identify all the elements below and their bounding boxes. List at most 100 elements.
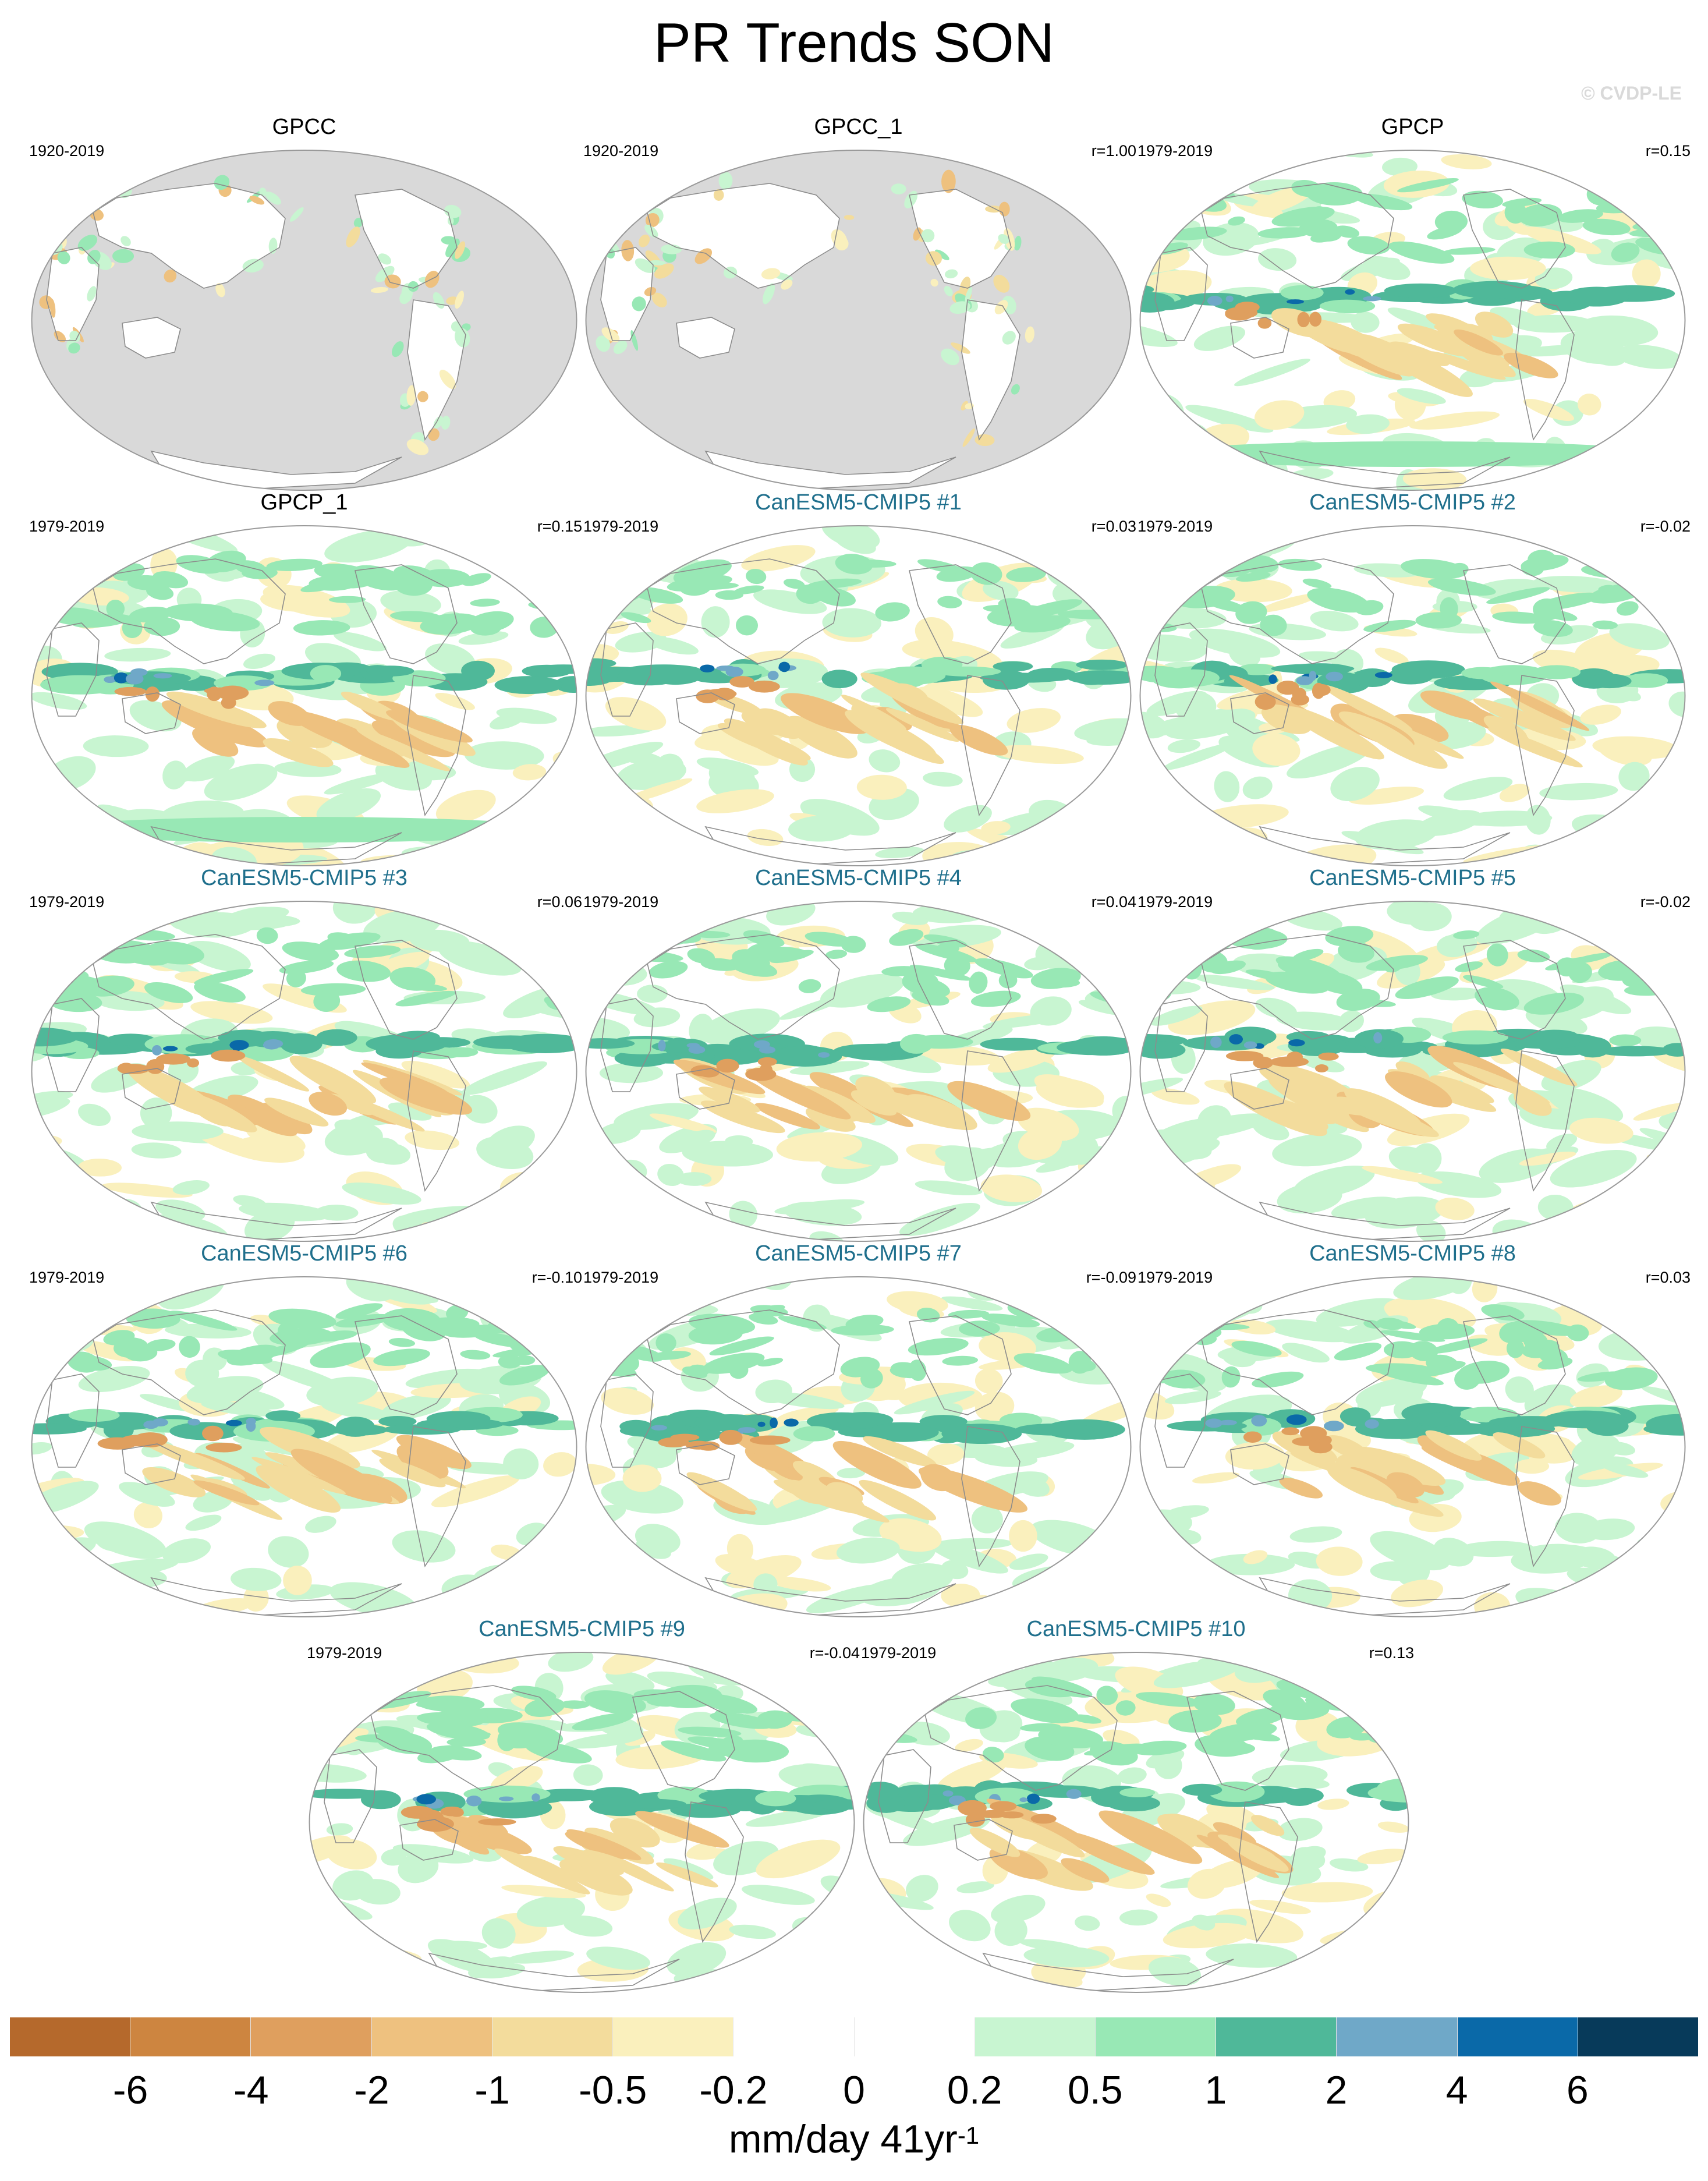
colorbar-tick: -1 (474, 2068, 510, 2112)
panel-correlation: r=0.13 (1369, 1644, 1414, 1662)
panel-title: CanESM5-CMIP5 #2 (1309, 490, 1516, 515)
trend-map (31, 150, 577, 491)
map-panel: GPCC 1920-2019 (26, 115, 582, 495)
colorbar-segment (1578, 2017, 1699, 2056)
colorbar-tick: -4 (233, 2068, 269, 2112)
panel-correlation: r=0.03 (1645, 1269, 1691, 1286)
trend-map (585, 150, 1132, 491)
panel-period: 1979-2019 (583, 893, 659, 911)
colorbar-segment (1216, 2017, 1337, 2056)
map-panel: CanESM5-CMIP5 #5 1979-2019 r=-0.02 (1135, 866, 1691, 1246)
colorbar-tick-labels: -6 -4 -2 -1 -0.5 -0.2 0 0.2 0.5 1 2 4 6 (0, 2067, 1708, 2113)
panel-title: CanESM5-CMIP5 #8 (1309, 1241, 1516, 1266)
panel-title: CanESM5-CMIP5 #10 (1026, 1617, 1246, 1641)
units-label: mm/day 41yr (728, 2117, 958, 2161)
panel-period: 1920-2019 (29, 142, 105, 160)
panel-title: CanESM5-CMIP5 #1 (755, 490, 962, 515)
trend-map (585, 901, 1132, 1242)
colorbar-tick: 4 (1445, 2068, 1468, 2112)
trend-map (1139, 525, 1686, 866)
panel-period: 1979-2019 (307, 1644, 382, 1662)
colorbar-segment (10, 2017, 131, 2056)
colorbar-segment (1095, 2017, 1217, 2056)
panel-title: GPCC_1 (814, 115, 903, 139)
units-exponent: -1 (957, 2122, 980, 2149)
map-panel: GPCP 1979-2019 r=0.15 (1135, 115, 1691, 495)
colorbar-segment (251, 2017, 372, 2056)
panel-title: GPCP_1 (260, 490, 348, 515)
colorbar-segment (1457, 2017, 1578, 2056)
colorbar-tick: -0.5 (579, 2068, 647, 2112)
colorbar-tick: 6 (1566, 2068, 1589, 2112)
map-panel: CanESM5-CMIP5 #4 1979-2019 r=0.04 (580, 866, 1136, 1246)
panel-title: CanESM5-CMIP5 #5 (1309, 866, 1516, 890)
colorbar-tick: 1 (1204, 2068, 1227, 2112)
panel-title: GPCC (272, 115, 336, 139)
colorbar-segment (1337, 2017, 1458, 2056)
trend-map (1139, 901, 1686, 1242)
colorbar-segment (733, 2017, 855, 2056)
panel-period: 1979-2019 (583, 518, 659, 535)
colorbar-segment (130, 2017, 251, 2056)
credit-watermark: © CVDP-LE (1581, 83, 1682, 104)
panel-correlation: r=-0.09 (1086, 1269, 1136, 1286)
map-panel: CanESM5-CMIP5 #8 1979-2019 r=0.03 (1135, 1241, 1691, 1621)
panel-correlation: r=1.00 (1091, 142, 1136, 160)
map-panel: GPCP_1 1979-2019 r=0.15 (26, 490, 582, 870)
colorbar-tick: 0 (843, 2068, 865, 2112)
trend-map (585, 525, 1132, 866)
trend-map (31, 525, 577, 866)
colorbar-segment (975, 2017, 1096, 2056)
panel-title: CanESM5-CMIP5 #6 (201, 1241, 407, 1266)
trend-map (31, 1276, 577, 1617)
panel-correlation: r=0.04 (1091, 893, 1136, 911)
figure-title: PR Trends SON (653, 12, 1055, 74)
map-panel: CanESM5-CMIP5 #2 1979-2019 r=-0.02 (1135, 490, 1691, 870)
trend-map (1139, 1276, 1686, 1617)
map-panel: CanESM5-CMIP5 #6 1979-2019 r=-0.10 (26, 1241, 582, 1621)
panel-period: 1979-2019 (583, 1269, 659, 1286)
map-panel: CanESM5-CMIP5 #9 1979-2019 r=-0.04 (304, 1617, 860, 1997)
panel-correlation: r=-0.02 (1640, 893, 1691, 911)
colorbar-tick: -6 (112, 2068, 148, 2112)
panel-period: 1979-2019 (1138, 142, 1213, 160)
trend-map (31, 901, 577, 1242)
panel-period: 1979-2019 (861, 1644, 937, 1662)
map-panel: CanESM5-CMIP5 #7 1979-2019 r=-0.09 (580, 1241, 1136, 1621)
panel-period: 1979-2019 (1138, 893, 1213, 911)
panel-correlation: r=0.15 (537, 518, 582, 535)
colorbar-segment (371, 2017, 492, 2056)
colorbar-tick: -0.2 (699, 2068, 768, 2112)
map-panel: CanESM5-CMIP5 #3 1979-2019 r=0.06 (26, 866, 582, 1246)
colorbar-tick: 0.2 (947, 2068, 1002, 2112)
trend-map (1139, 150, 1686, 491)
panel-correlation: r=-0.04 (809, 1644, 860, 1662)
map-panel: GPCC_1 1920-2019 r=1.00 (580, 115, 1136, 495)
panel-period: 1979-2019 (1138, 1269, 1213, 1286)
colorbar-tick: 0.5 (1068, 2068, 1123, 2112)
map-panel: CanESM5-CMIP5 #1 1979-2019 r=0.03 (580, 490, 1136, 870)
colorbar-tick: -2 (354, 2068, 389, 2112)
panel-period: 1979-2019 (29, 518, 105, 535)
colorbar-segment (613, 2017, 734, 2056)
colorbar-segment (854, 2017, 975, 2056)
panel-correlation: r=-0.10 (531, 1269, 582, 1286)
colorbar-segment (492, 2017, 614, 2056)
trend-map (585, 1276, 1132, 1617)
panel-title: CanESM5-CMIP5 #4 (755, 866, 962, 890)
panel-title: CanESM5-CMIP5 #7 (755, 1241, 962, 1266)
panel-correlation: r=0.03 (1091, 518, 1136, 535)
panel-title: CanESM5-CMIP5 #3 (201, 866, 407, 890)
panel-correlation: r=0.06 (537, 893, 582, 911)
map-panel: CanESM5-CMIP5 #10 1979-2019 r=0.13 (858, 1617, 1414, 1997)
panel-period: 1920-2019 (583, 142, 659, 160)
colorbar-units: mm/day 41yr-1 (0, 2116, 1708, 2162)
trend-map (309, 1652, 855, 1993)
panel-period: 1979-2019 (29, 893, 105, 911)
colorbar (10, 2017, 1699, 2056)
colorbar-tick: 2 (1325, 2068, 1348, 2112)
panel-period: 1979-2019 (29, 1269, 105, 1286)
panel-title: CanESM5-CMIP5 #9 (479, 1617, 685, 1641)
panel-title: GPCP (1381, 115, 1444, 139)
panel-period: 1979-2019 (1138, 518, 1213, 535)
